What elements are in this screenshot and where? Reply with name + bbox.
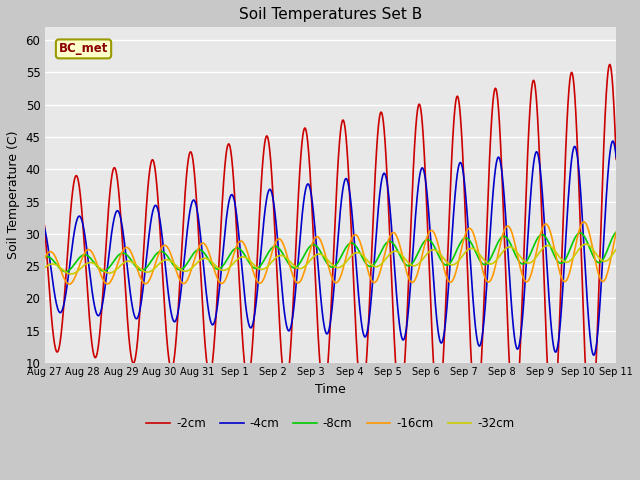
-16cm xyxy=(580,219,588,225)
-2cm xyxy=(200,329,208,335)
-32cm xyxy=(582,241,589,247)
-32cm xyxy=(558,257,566,263)
Text: BC_met: BC_met xyxy=(59,42,108,55)
Line: -16cm: -16cm xyxy=(45,222,616,284)
-32cm xyxy=(200,255,208,261)
-32cm xyxy=(41,265,49,271)
-8cm xyxy=(61,269,69,275)
-2cm xyxy=(163,338,171,344)
-4cm xyxy=(558,300,566,306)
X-axis label: Time: Time xyxy=(315,383,346,396)
-8cm xyxy=(200,251,208,256)
-32cm xyxy=(397,251,404,256)
-8cm xyxy=(612,229,620,235)
-4cm xyxy=(41,225,49,231)
-8cm xyxy=(397,253,404,259)
-2cm xyxy=(558,253,566,259)
Line: -4cm: -4cm xyxy=(45,141,616,355)
Y-axis label: Soil Temperature (C): Soil Temperature (C) xyxy=(7,131,20,259)
-16cm xyxy=(163,244,171,250)
-2cm xyxy=(587,428,595,433)
-16cm xyxy=(612,230,620,236)
-4cm xyxy=(612,155,620,160)
-2cm xyxy=(606,61,614,67)
Legend: -2cm, -4cm, -8cm, -16cm, -32cm: -2cm, -4cm, -8cm, -16cm, -32cm xyxy=(142,413,519,435)
-16cm xyxy=(200,241,208,247)
-4cm xyxy=(200,270,208,276)
-32cm xyxy=(163,257,171,263)
-32cm xyxy=(67,271,75,277)
-4cm xyxy=(163,279,171,285)
-16cm xyxy=(558,276,566,282)
-16cm xyxy=(397,244,404,250)
Line: -32cm: -32cm xyxy=(45,244,616,274)
-16cm xyxy=(41,256,49,262)
-32cm xyxy=(387,251,394,256)
Line: -8cm: -8cm xyxy=(45,232,616,272)
-8cm xyxy=(612,229,620,235)
-16cm xyxy=(612,230,620,236)
-8cm xyxy=(387,239,394,244)
-2cm xyxy=(612,152,620,158)
-8cm xyxy=(163,253,171,259)
Title: Soil Temperatures Set B: Soil Temperatures Set B xyxy=(239,7,422,22)
-4cm xyxy=(590,352,598,358)
-2cm xyxy=(41,223,49,228)
-4cm xyxy=(612,153,620,159)
-16cm xyxy=(387,233,394,239)
-32cm xyxy=(612,247,620,252)
-32cm xyxy=(612,246,620,252)
-16cm xyxy=(65,281,73,287)
-2cm xyxy=(396,400,404,406)
-4cm xyxy=(609,138,617,144)
-8cm xyxy=(41,254,49,260)
-4cm xyxy=(387,208,394,214)
-2cm xyxy=(612,156,620,162)
Line: -2cm: -2cm xyxy=(45,64,616,431)
-8cm xyxy=(558,260,566,266)
-4cm xyxy=(396,327,404,333)
-2cm xyxy=(387,243,394,249)
